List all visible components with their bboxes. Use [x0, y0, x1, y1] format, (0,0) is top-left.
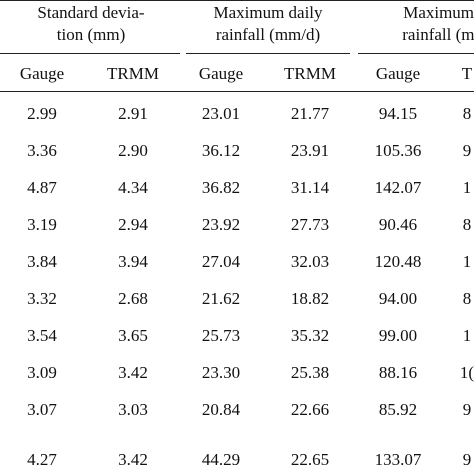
table-cell: 2.99	[27, 104, 57, 123]
group-header-std-dev-line2: tion (mm)	[56, 25, 126, 44]
top-rule	[0, 0, 474, 1]
table-cell: 94.00	[378, 289, 418, 308]
table-cell: 23.91	[290, 141, 330, 160]
table-cell: 90.46	[378, 215, 418, 234]
table-cell: 22.66	[290, 400, 330, 419]
table-cell: 2.68	[118, 289, 148, 308]
table-cell: 85.92	[378, 400, 418, 419]
table-cell: 3.84	[27, 252, 57, 271]
table-cell: 23.30	[201, 363, 241, 382]
table-cell: 9	[462, 400, 472, 419]
subheader-trmm-2: TRMM	[284, 64, 336, 83]
table-cell: 18.82	[290, 289, 330, 308]
table-cell: 2.91	[118, 104, 148, 123]
table-cell: 9	[462, 450, 472, 469]
table-cell: 99.00	[378, 326, 418, 345]
table-cell: 8	[462, 215, 472, 234]
group-header-max-daily-line2: rainfall (mm/d)	[215, 25, 321, 44]
table-cell: 3.09	[27, 363, 57, 382]
table-cell: 27.73	[290, 215, 330, 234]
table-cell: 22.65	[290, 450, 330, 469]
table-cell: 35.32	[290, 326, 330, 345]
table-cell: 21.77	[290, 104, 330, 123]
table-cell: 20.84	[201, 400, 241, 419]
table-cell: 32.03	[290, 252, 330, 271]
group-header-max-daily-line1: Maximum daily	[213, 3, 323, 22]
table-cell: 1(	[459, 363, 474, 382]
subheader-rule	[0, 91, 474, 92]
subheader-gauge-2: Gauge	[198, 64, 244, 83]
table-cell: 3.54	[27, 326, 57, 345]
table-cell: 4.87	[27, 178, 57, 197]
table-cell: 3.65	[118, 326, 148, 345]
table-cell: 3.19	[27, 215, 57, 234]
group-rule-max-daily	[186, 53, 350, 54]
table-cell: 4.34	[118, 178, 148, 197]
table-cell: 23.01	[201, 104, 241, 123]
table-cell: 105.36	[374, 141, 422, 160]
table-cell: 4.27	[27, 450, 57, 469]
table-cell: 94.15	[378, 104, 418, 123]
table-cell: 1	[462, 178, 472, 197]
table-cell: 27.04	[201, 252, 241, 271]
table-cell: 25.38	[290, 363, 330, 382]
table-cell: 8	[462, 104, 472, 123]
table-cell: 36.82	[201, 178, 241, 197]
subheader-trmm-1: TRMM	[107, 64, 159, 83]
table-cell: 3.42	[118, 363, 148, 382]
group-header-max-5day-line2: rainfall (mm	[402, 25, 474, 44]
table-cell: 1	[462, 252, 472, 271]
table-cell: 3.07	[27, 400, 57, 419]
table-cell: 31.14	[290, 178, 330, 197]
table-cell: 21.62	[201, 289, 241, 308]
table-cell: 120.48	[374, 252, 422, 271]
subheader-gauge-1: Gauge	[19, 64, 65, 83]
table-cell: 9	[462, 141, 472, 160]
table-cell: 3.94	[118, 252, 148, 271]
table-cell: 142.07	[374, 178, 422, 197]
subheader-gauge-3: Gauge	[375, 64, 421, 83]
table-cell: 2.94	[118, 215, 148, 234]
table-cell: 44.29	[201, 450, 241, 469]
group-rule-std-dev	[0, 53, 180, 54]
table-cell: 36.12	[201, 141, 241, 160]
table-cell: 88.16	[378, 363, 418, 382]
table-cell: 133.07	[374, 450, 422, 469]
table-cell: 23.92	[201, 215, 241, 234]
table-cell: 3.32	[27, 289, 57, 308]
group-header-std-dev-line1: Standard devia-	[37, 3, 145, 22]
table-cell: 3.42	[118, 450, 148, 469]
table-cell: 2.90	[118, 141, 148, 160]
table-cell: 25.73	[201, 326, 241, 345]
table-cell: 1	[462, 326, 472, 345]
group-rule-max-5day	[358, 53, 474, 54]
table-cell: 3.03	[118, 400, 148, 419]
group-header-max-5day-line1: Maximum 5	[403, 3, 474, 22]
table-cell: 3.36	[27, 141, 57, 160]
subheader-trmm-3: T	[461, 64, 473, 83]
table-cell: 8	[462, 289, 472, 308]
